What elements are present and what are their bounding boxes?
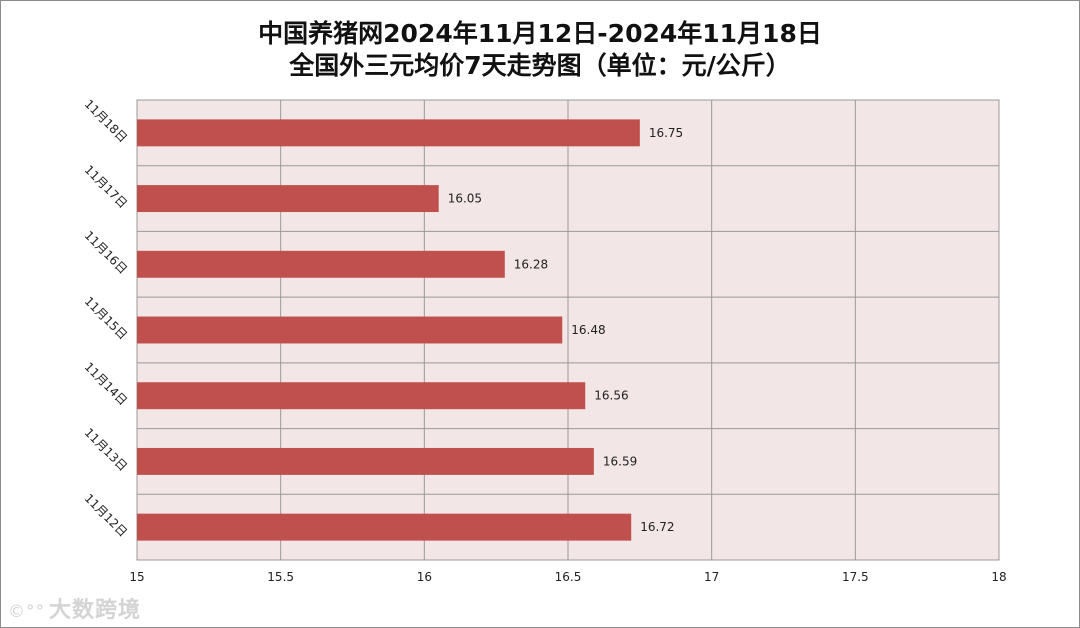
weibo-logo-icon: ©°°	[8, 602, 45, 622]
data-label: 16.72	[640, 520, 674, 534]
data-label: 16.59	[603, 454, 637, 468]
x-tick-label: 17	[704, 570, 719, 584]
x-tick-label: 15	[129, 570, 144, 584]
bar	[137, 185, 439, 213]
category-label: 11月15日	[82, 294, 130, 342]
watermark: ©°° 大数跨境	[8, 592, 141, 624]
bar	[137, 250, 505, 278]
x-tick-label: 16.5	[555, 570, 582, 584]
bar	[137, 316, 563, 344]
category-label: 11月12日	[82, 491, 130, 539]
data-label: 16.05	[448, 192, 482, 206]
x-tick-label: 16	[417, 570, 432, 584]
category-label: 11月18日	[82, 97, 130, 145]
bar	[137, 513, 632, 541]
data-label: 16.75	[649, 126, 683, 140]
x-tick-label: 15.5	[267, 570, 294, 584]
chart-title-line-2: 全国外三元均价7天走势图（单位：元/公斤）	[289, 51, 791, 80]
watermark-text: 大数跨境	[49, 598, 142, 623]
data-label: 16.56	[594, 389, 628, 403]
category-label: 11月13日	[82, 425, 130, 473]
data-label: 16.28	[514, 257, 548, 271]
category-label: 11月16日	[82, 228, 130, 276]
category-label: 11月17日	[82, 163, 130, 211]
x-tick-label: 18	[991, 570, 1006, 584]
chart-title: 中国养猪网2024年11月12日-2024年11月18日 全国外三元均价7天走势…	[0, 18, 1080, 82]
category-label: 11月14日	[82, 360, 130, 408]
x-tick-label: 17.5	[842, 570, 869, 584]
data-label: 16.48	[571, 323, 605, 337]
bar	[137, 119, 640, 147]
bar	[137, 447, 594, 475]
chart-title-line-1: 中国养猪网2024年11月12日-2024年11月18日	[258, 19, 822, 48]
bar	[137, 382, 586, 410]
